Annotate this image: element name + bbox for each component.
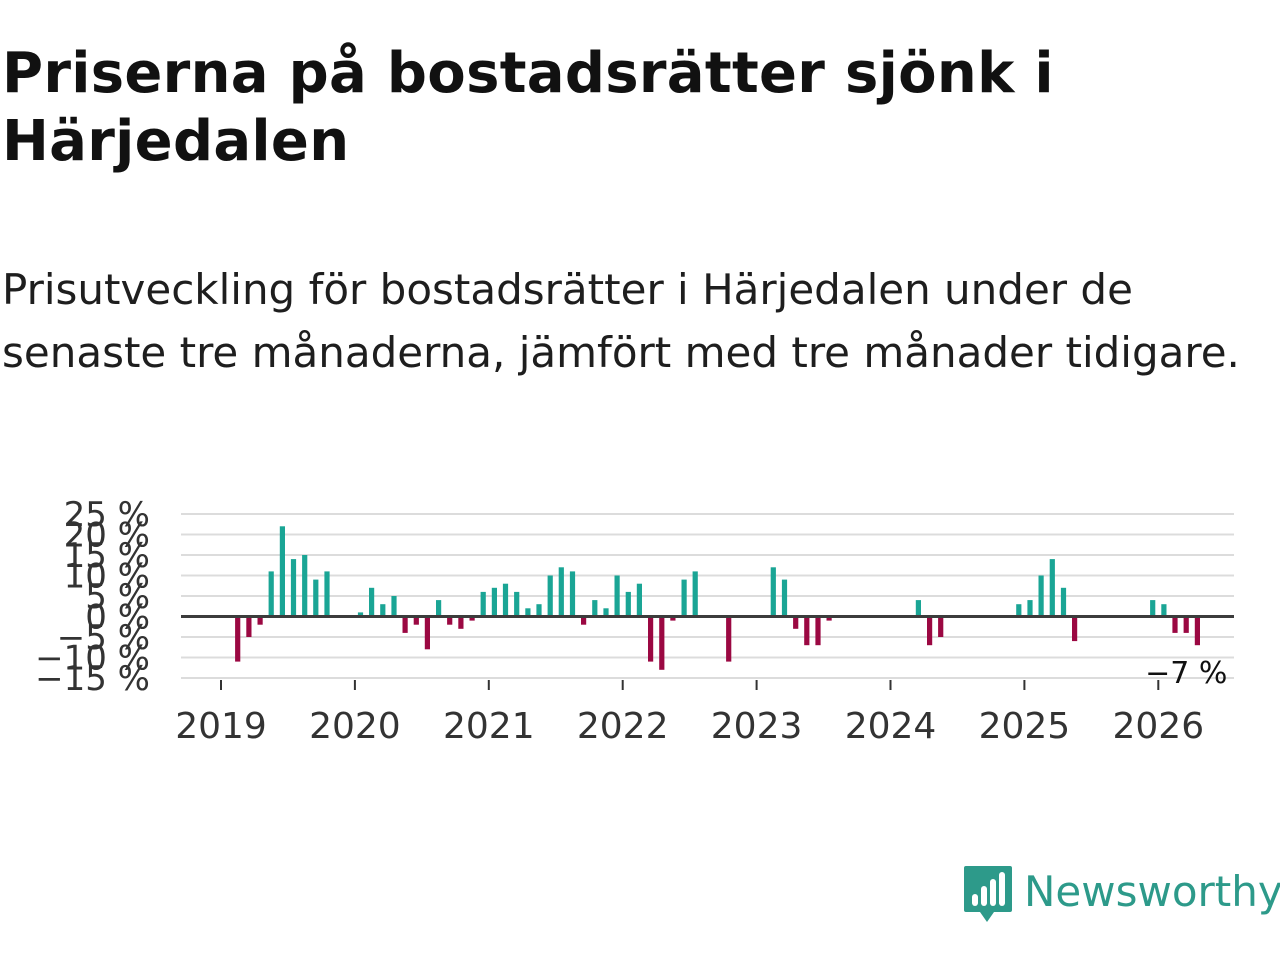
bar	[1172, 616, 1178, 633]
logo-text: Newsworthy	[1024, 866, 1280, 916]
y-tick-label: −5 %	[57, 618, 150, 658]
bar	[915, 600, 921, 617]
x-tick-label: 2026	[1112, 706, 1204, 747]
y-tick-label: 15 %	[64, 536, 150, 576]
y-tick-label: −10 %	[35, 639, 150, 679]
bar	[558, 567, 564, 617]
x-tick-label: 2025	[979, 706, 1071, 747]
bar	[413, 616, 419, 625]
chart-title: Priserna på bostadsrätter sjönk i Härjed…	[2, 41, 1054, 174]
bar	[648, 616, 654, 662]
grid-lines	[181, 513, 1234, 679]
bar	[781, 579, 788, 617]
bar	[235, 616, 241, 662]
chart-subtitle: Prisutveckling för bostadsrätter i Härje…	[2, 265, 1240, 377]
bar	[603, 608, 609, 617]
y-axis-labels: 25 %20 %15 %10 %5 %0 %−5 %−10 %−15 %	[35, 495, 150, 699]
x-tick-label: 2024	[845, 706, 937, 747]
newsworthy-bars-icon	[964, 866, 1012, 922]
x-tick-label: 2019	[175, 706, 267, 747]
bar	[514, 591, 520, 617]
bar	[1049, 559, 1055, 617]
bar	[525, 608, 531, 617]
bar	[681, 579, 687, 617]
y-tick-label: 10 %	[64, 557, 150, 597]
bar	[491, 587, 497, 617]
bar	[257, 616, 263, 625]
bar	[536, 604, 542, 617]
bar	[246, 616, 252, 637]
bar	[636, 583, 642, 617]
bar	[1183, 616, 1189, 633]
bar	[614, 575, 620, 617]
y-tick-label: 5 %	[85, 577, 150, 617]
last-value-label: −7 %	[1145, 656, 1227, 691]
bar-chart: 25 %20 %15 %10 %5 %0 %−5 %−10 %−15 % 201…	[35, 495, 1234, 747]
bar	[547, 575, 553, 617]
bar	[938, 616, 944, 637]
x-tick-label: 2022	[577, 706, 669, 747]
bar	[279, 526, 285, 617]
bar	[770, 567, 776, 617]
bar	[1016, 604, 1022, 617]
bar	[458, 616, 464, 629]
bar	[380, 604, 386, 617]
bar	[302, 555, 308, 617]
bar	[290, 559, 297, 617]
bar	[357, 612, 364, 617]
bar	[692, 571, 698, 617]
bar	[313, 579, 319, 617]
bar	[826, 616, 832, 621]
y-tick-label: −15 %	[35, 659, 150, 699]
bar	[1027, 600, 1033, 617]
bar	[424, 616, 430, 650]
x-tick-label: 2020	[309, 706, 401, 747]
x-tick-label: 2021	[443, 706, 535, 747]
bar	[1038, 575, 1044, 617]
bar	[502, 583, 509, 617]
bar	[268, 571, 274, 617]
bar	[436, 600, 442, 617]
annotations: −7 %	[1145, 656, 1227, 691]
bar	[670, 616, 676, 621]
bar	[1194, 616, 1200, 646]
x-tick-label: 2023	[711, 706, 803, 747]
bar	[480, 591, 486, 617]
bar	[369, 587, 375, 617]
bar	[927, 616, 933, 646]
bar	[469, 616, 475, 621]
newsworthy-logo: Newsworthy	[962, 862, 1280, 928]
bar	[815, 616, 821, 646]
bar	[569, 571, 576, 617]
bar	[1072, 616, 1078, 642]
bar	[447, 616, 453, 625]
bar	[1161, 604, 1167, 617]
bar	[592, 600, 598, 617]
y-tick-label: 0 %	[85, 598, 150, 638]
x-axis: 2019 2020 2021 2022 2023 2024 2025 2026	[175, 680, 1204, 747]
bar	[324, 571, 330, 617]
y-tick-label: 20 %	[64, 516, 150, 556]
bar	[1150, 600, 1156, 617]
bar	[793, 616, 799, 629]
bar	[581, 616, 587, 625]
bar	[726, 616, 732, 662]
bars	[235, 526, 1200, 670]
bar	[391, 596, 397, 617]
bar	[659, 616, 665, 670]
bar	[402, 616, 408, 633]
bar	[1060, 587, 1067, 617]
bar	[625, 591, 631, 617]
y-tick-label: 25 %	[64, 495, 150, 535]
bar	[804, 616, 810, 646]
